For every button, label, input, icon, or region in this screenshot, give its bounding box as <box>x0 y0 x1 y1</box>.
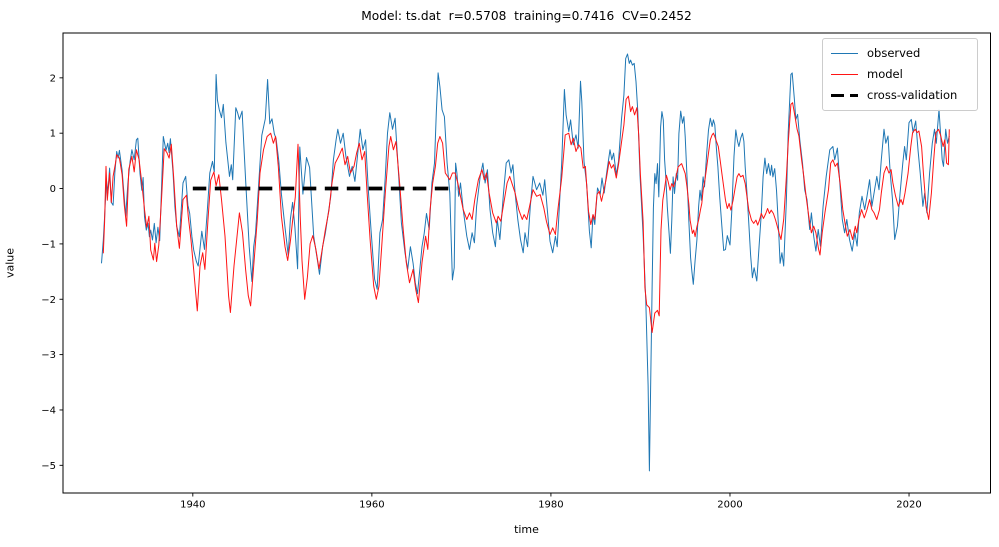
series-observed-line <box>101 53 950 472</box>
y-tick-label: −3 <box>41 350 56 361</box>
y-tick-label: 0 <box>50 184 56 195</box>
y-axis-label: value <box>3 247 17 279</box>
legend-item-cross-validation: cross-validation <box>823 85 977 106</box>
chart-title: Model: ts.dat r=0.5708 training=0.7416 C… <box>361 9 692 23</box>
x-tick-label: 1940 <box>180 500 205 511</box>
x-tick-label: 1980 <box>538 500 563 511</box>
series-model-line <box>102 95 950 333</box>
x-tick-label: 2000 <box>717 500 742 511</box>
x-tick-label: 2020 <box>896 500 921 511</box>
y-tick-label: −2 <box>41 295 56 306</box>
legend: observed model cross-validation <box>822 38 978 111</box>
y-tick-label: 2 <box>50 73 56 84</box>
y-tick-label: −5 <box>41 461 56 472</box>
y-tick-label: −1 <box>41 239 56 250</box>
y-tick-label: −4 <box>41 405 56 416</box>
legend-label-observed: observed <box>867 46 921 60</box>
x-tick-label: 1960 <box>359 500 384 511</box>
legend-label-model: model <box>867 67 903 81</box>
cross-validation-dash-sample-icon <box>831 93 858 98</box>
observed-line-sample-icon <box>831 53 858 54</box>
model-line-sample-icon <box>831 74 858 75</box>
x-axis-label: time <box>514 523 539 536</box>
legend-label-cross-validation: cross-validation <box>867 88 958 102</box>
legend-item-model: model <box>823 64 977 85</box>
y-tick-label: 1 <box>50 129 56 140</box>
legend-item-observed: observed <box>823 43 977 64</box>
